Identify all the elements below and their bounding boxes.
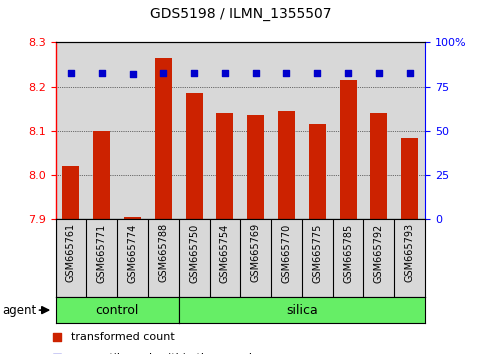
Text: GSM665770: GSM665770 (282, 223, 291, 282)
Bar (333, 42, 364, 219)
Text: GDS5198 / ILMN_1355507: GDS5198 / ILMN_1355507 (150, 7, 331, 21)
Text: GSM665774: GSM665774 (128, 223, 138, 282)
Point (375, 70, 383, 75)
Bar (364, 42, 394, 219)
Text: control: control (96, 304, 139, 316)
Bar (210, 42, 240, 219)
Text: GSM665754: GSM665754 (220, 223, 230, 282)
Bar (370, 113, 387, 219)
Text: percentile rank within the sample: percentile rank within the sample (71, 353, 259, 354)
Bar (271, 42, 302, 219)
Text: transformed count: transformed count (71, 332, 175, 342)
Bar (240, 42, 271, 219)
Bar (117, 42, 148, 219)
Point (190, 70, 198, 75)
Point (159, 70, 167, 75)
Bar (278, 111, 295, 219)
Bar (302, 42, 333, 219)
Bar (216, 113, 233, 219)
Text: GSM665775: GSM665775 (313, 223, 322, 283)
Bar (394, 42, 425, 219)
Text: agent: agent (2, 304, 37, 316)
Point (313, 70, 321, 75)
Bar (309, 124, 326, 219)
Point (244, 248, 252, 254)
Bar (247, 115, 264, 219)
Text: GSM665788: GSM665788 (158, 223, 168, 282)
Bar (93, 131, 110, 219)
Bar (56, 42, 86, 219)
Point (67, 70, 75, 75)
Text: silica: silica (286, 304, 318, 316)
Bar (148, 42, 179, 219)
Text: GSM665750: GSM665750 (189, 223, 199, 282)
Text: GSM665793: GSM665793 (405, 223, 414, 282)
Text: GSM665785: GSM665785 (343, 223, 353, 282)
Bar (179, 42, 210, 219)
Point (283, 70, 290, 75)
Bar (155, 58, 172, 219)
Bar (124, 217, 141, 219)
Bar (86, 42, 117, 219)
Bar (62, 166, 79, 219)
Point (406, 70, 413, 75)
Text: GSM665792: GSM665792 (374, 223, 384, 282)
Point (252, 70, 259, 75)
Point (344, 70, 352, 75)
Bar (401, 138, 418, 219)
Point (221, 70, 229, 75)
Bar (340, 80, 356, 219)
Point (244, 55, 252, 61)
Point (128, 72, 136, 77)
Text: GSM665761: GSM665761 (66, 223, 76, 282)
Bar (185, 93, 202, 219)
Text: GSM665771: GSM665771 (97, 223, 107, 282)
Text: GSM665769: GSM665769 (251, 223, 261, 282)
Point (98, 70, 106, 75)
